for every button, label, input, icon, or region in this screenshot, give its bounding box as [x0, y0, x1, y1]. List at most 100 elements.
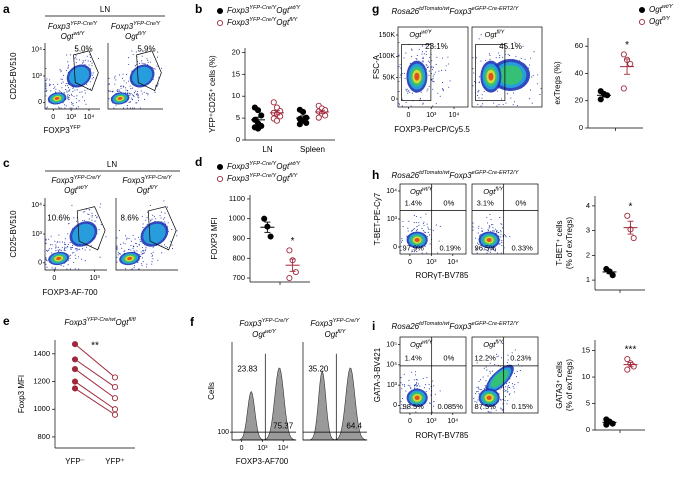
- event: [151, 261, 153, 263]
- data-point: [270, 99, 277, 106]
- event: [155, 218, 157, 220]
- event: [434, 393, 436, 395]
- event: [441, 69, 443, 71]
- genotype: Foxp3YFP-Cre/Y: [122, 176, 173, 185]
- event: [63, 265, 65, 267]
- event: [46, 78, 48, 80]
- event: [141, 264, 143, 266]
- superscript: wt/Y: [265, 330, 277, 336]
- event: [414, 371, 417, 373]
- event: [60, 249, 62, 251]
- data-point: [597, 96, 604, 103]
- y-tick-label: 1000: [228, 214, 245, 223]
- event: [492, 227, 494, 229]
- event: [422, 378, 424, 380]
- event: [68, 90, 70, 92]
- event: [86, 55, 88, 57]
- event: [406, 235, 408, 237]
- event: [152, 251, 154, 253]
- event: [407, 92, 409, 94]
- x-tick-label: 10³: [426, 112, 437, 119]
- y-axis-label: Foxp3 MFI: [17, 375, 26, 413]
- event: [156, 85, 159, 87]
- y-tick-label: 800: [232, 253, 245, 262]
- event: [485, 59, 487, 61]
- event: [402, 220, 404, 223]
- event: [513, 372, 516, 374]
- event: [500, 236, 502, 238]
- event: [78, 100, 80, 102]
- event: [131, 50, 133, 52]
- event: [141, 253, 143, 255]
- event: [479, 76, 481, 78]
- superscript: fl/Y: [337, 330, 346, 336]
- event: [510, 97, 512, 99]
- superscript: YFP-Cre/Y: [70, 22, 98, 28]
- event: [130, 240, 132, 242]
- genotype: Foxp3YFP-Cre/Y: [239, 319, 290, 328]
- event: [92, 74, 94, 76]
- event: [133, 265, 135, 267]
- event: [434, 71, 436, 73]
- superscript: wt/Y: [662, 5, 674, 11]
- event: [117, 251, 119, 253]
- event: [495, 232, 497, 234]
- event: [55, 246, 57, 248]
- event: [45, 95, 47, 97]
- event: [167, 222, 169, 224]
- event: [163, 218, 165, 220]
- event: [64, 219, 66, 221]
- event: [411, 56, 413, 58]
- event: [500, 407, 502, 409]
- event: [163, 244, 166, 246]
- panel-label: h: [372, 168, 379, 182]
- event: [151, 254, 154, 256]
- event: [128, 63, 130, 66]
- event: [77, 106, 79, 108]
- event: [60, 78, 62, 80]
- pair-line: [74, 388, 116, 416]
- event: [511, 383, 513, 385]
- event: [431, 79, 433, 81]
- event: [500, 252, 502, 254]
- text-segment: Ogt: [649, 17, 663, 26]
- superscript: YFP-Cre/wt: [87, 318, 116, 324]
- event: [99, 256, 101, 258]
- event: [131, 268, 133, 270]
- event: [51, 244, 53, 246]
- event: [477, 399, 479, 401]
- event: [76, 248, 78, 250]
- event: [58, 90, 60, 92]
- event: [142, 261, 144, 263]
- event: [483, 387, 485, 389]
- event: [515, 376, 517, 378]
- event: [398, 66, 400, 68]
- event: [398, 42, 400, 44]
- event: [117, 88, 119, 91]
- genotype: Ogtfl/Y: [325, 330, 347, 339]
- quadrant-percent: 98.5%: [403, 402, 425, 411]
- event: [476, 362, 478, 364]
- gate: [136, 50, 162, 92]
- genotype: Foxp3YFP-Cre/Y: [310, 319, 361, 328]
- event: [426, 65, 428, 67]
- event: [519, 370, 521, 372]
- event: [413, 379, 415, 381]
- event: [45, 90, 47, 92]
- event: [77, 50, 79, 52]
- event: [176, 235, 178, 237]
- event: [69, 247, 71, 249]
- event: [130, 244, 132, 246]
- event: [136, 94, 138, 96]
- plot-axes: [231, 342, 296, 441]
- event: [137, 93, 139, 96]
- event: [65, 244, 67, 246]
- event: [59, 91, 61, 93]
- y-axis-label: exTregs (%): [553, 61, 562, 105]
- data-point: [254, 125, 262, 132]
- event: [496, 356, 498, 358]
- event: [84, 260, 86, 262]
- event: [45, 86, 47, 88]
- y-tick-label: 0: [236, 135, 240, 144]
